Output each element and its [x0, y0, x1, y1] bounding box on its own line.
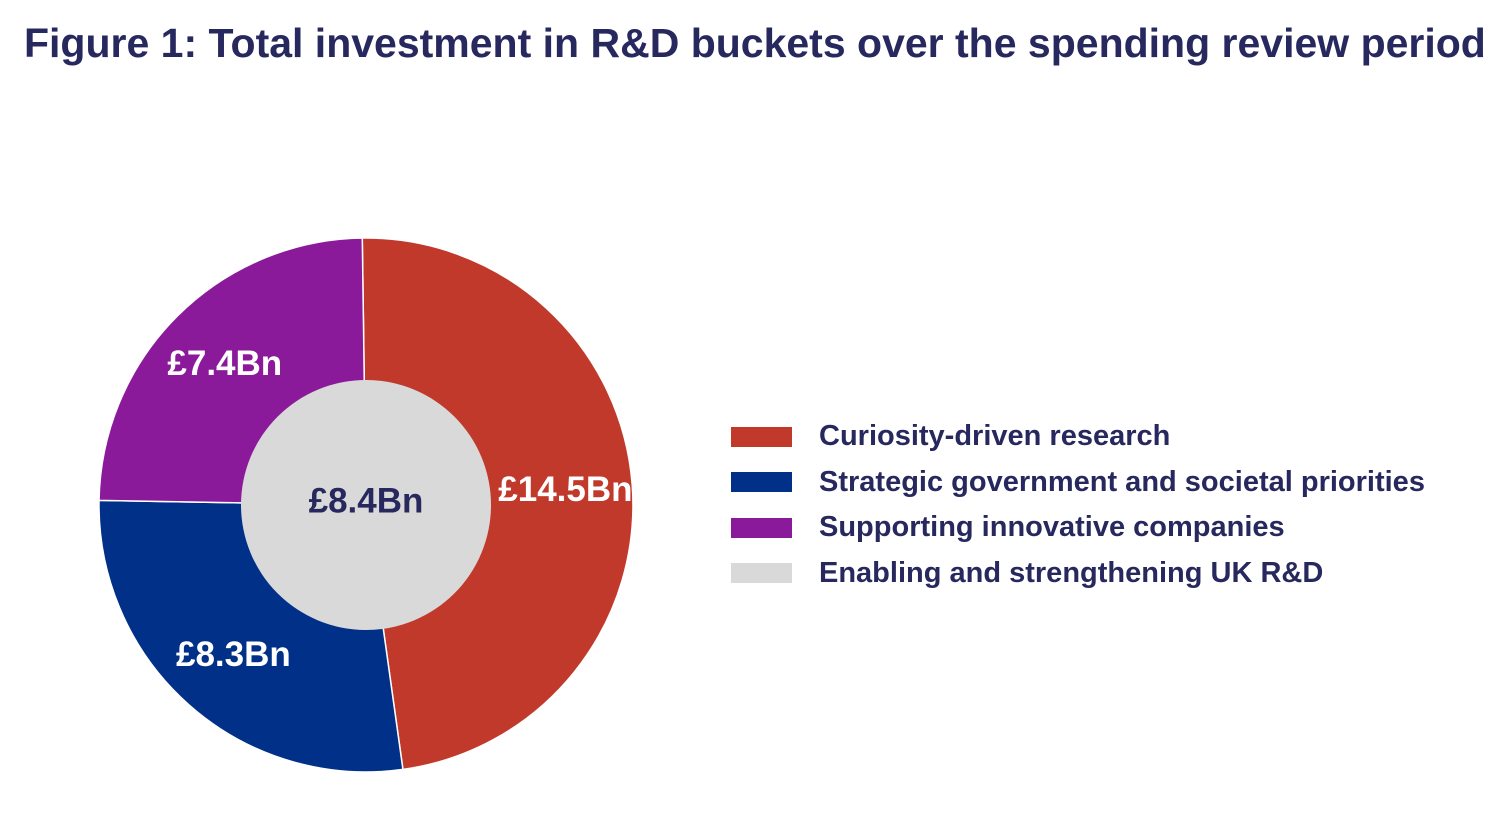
data-label-center: £8.4Bn: [309, 482, 424, 521]
legend-label: Enabling and strengthening UK R&D: [819, 556, 1324, 589]
legend-item-strategic-priorities: Strategic government and societal priori…: [731, 460, 1425, 506]
legend-label: Curiosity-driven research: [819, 420, 1171, 453]
data-label-supporting-innovative-companies: £7.4Bn: [167, 344, 282, 383]
chart-title: Figure 1: Total investment in R&D bucket…: [24, 20, 1486, 66]
data-label-strategic-government-and-societal-priorities: £8.3Bn: [176, 635, 291, 674]
center-circle-enabling-uk-rd: [241, 380, 491, 630]
legend-swatch: [731, 426, 792, 447]
legend-item-supporting-innovative-companies: Supporting innovative companies: [731, 505, 1425, 551]
legend-swatch: [731, 517, 792, 538]
legend-label: Supporting innovative companies: [819, 511, 1285, 544]
legend-swatch: [731, 563, 792, 584]
legend-item-curiosity-driven-research: Curiosity-driven research: [731, 414, 1425, 460]
legend: Curiosity-driven research Strategic gove…: [731, 414, 1425, 596]
legend-label: Strategic government and societal priori…: [819, 465, 1425, 498]
data-label-curiosity-driven-research: £14.5Bn: [498, 470, 632, 509]
slice-curiosity-driven-research: [361, 237, 634, 771]
legend-swatch: [731, 472, 792, 493]
legend-item-enabling-uk-rd: Enabling and strengthening UK R&D: [731, 551, 1425, 597]
